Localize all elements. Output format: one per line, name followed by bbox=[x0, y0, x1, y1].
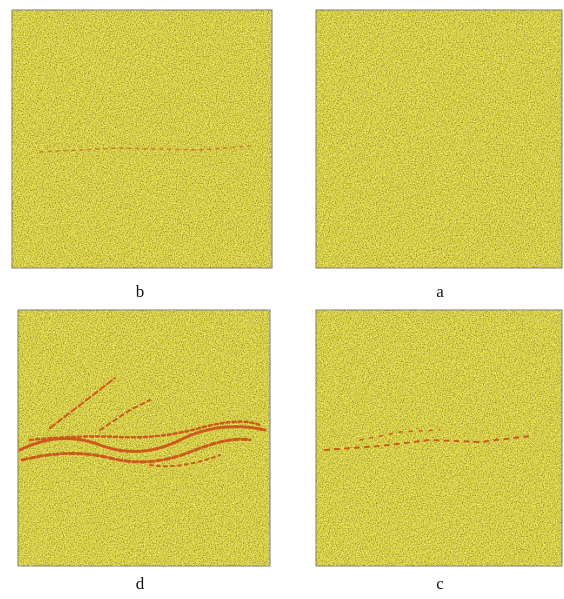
panel-c: c bbox=[316, 310, 562, 593]
figure: b a d c bbox=[0, 0, 564, 594]
texture bbox=[316, 310, 562, 566]
panel-d: d bbox=[18, 310, 270, 593]
panel-label: b bbox=[136, 282, 145, 301]
panel-label: d bbox=[136, 574, 145, 593]
texture bbox=[316, 10, 562, 268]
panel-b: b bbox=[12, 10, 272, 301]
panel-label: a bbox=[436, 282, 444, 301]
panel-label: c bbox=[436, 574, 444, 593]
panel-a: a bbox=[316, 10, 562, 301]
page: {"panels": [{"label": "b"}, {"label": "a… bbox=[0, 0, 564, 594]
texture bbox=[12, 10, 272, 268]
